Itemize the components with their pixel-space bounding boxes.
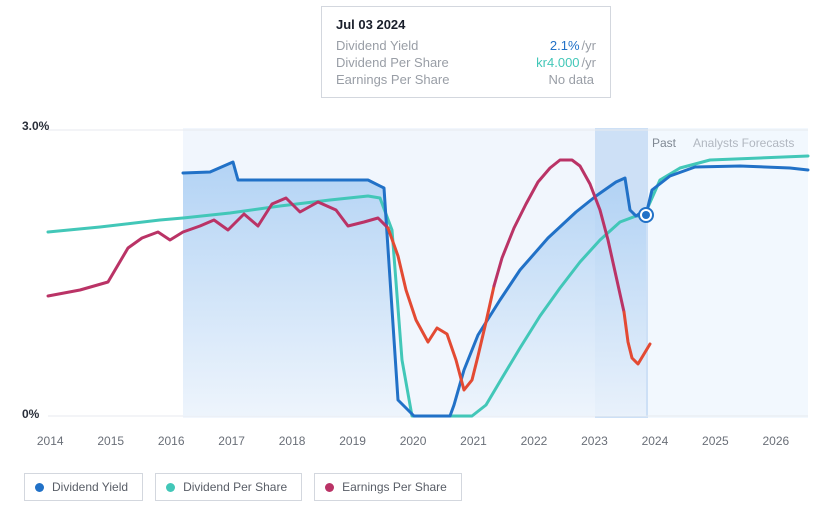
xaxis-tick-label: 2014 [20, 434, 80, 448]
xaxis-tick-label: 2019 [322, 434, 382, 448]
marker-inner [642, 211, 650, 219]
legend-dot [35, 483, 44, 492]
tooltip-row-label: Dividend Yield [336, 38, 550, 53]
tooltip-row-unit: /yr [582, 38, 596, 53]
legend-label: Dividend Yield [52, 480, 128, 494]
tooltip-row: Dividend Yield 2.1% /yr [336, 38, 596, 53]
legend-label: Dividend Per Share [183, 480, 287, 494]
legend-item[interactable]: Dividend Per Share [155, 473, 302, 501]
xaxis-tick-label: 2016 [141, 434, 201, 448]
region-label-forecast: Analysts Forecasts [693, 136, 794, 150]
xaxis: 2014201520162017201820192020202120222023… [20, 434, 806, 448]
legend-dot [325, 483, 334, 492]
xaxis-tick-label: 2022 [504, 434, 564, 448]
tooltip-row-value: 2.1% [550, 38, 580, 53]
legend-item[interactable]: Earnings Per Share [314, 473, 462, 501]
xaxis-tick-label: 2018 [262, 434, 322, 448]
tooltip-row-label: Dividend Per Share [336, 55, 536, 70]
xaxis-tick-label: 2024 [625, 434, 685, 448]
legend-dot [166, 483, 175, 492]
xaxis-tick-label: 2020 [383, 434, 443, 448]
xaxis-tick-label: 2015 [80, 434, 140, 448]
xaxis-tick-label: 2025 [685, 434, 745, 448]
tooltip-row: Dividend Per Share kr4.000 /yr [336, 55, 596, 70]
xaxis-tick-label: 2023 [564, 434, 624, 448]
tooltip: Jul 03 2024 Dividend Yield 2.1% /yr Divi… [321, 6, 611, 98]
region-label-past: Past [652, 136, 676, 150]
xaxis-tick-label: 2017 [201, 434, 261, 448]
xaxis-tick-label: 2026 [746, 434, 806, 448]
tooltip-row-value: kr4.000 [536, 55, 579, 70]
tooltip-row-label: Earnings Per Share [336, 72, 548, 87]
tooltip-row-value: No data [548, 72, 594, 87]
tooltip-row-unit: /yr [582, 55, 596, 70]
xaxis-tick-label: 2021 [443, 434, 503, 448]
tooltip-date: Jul 03 2024 [336, 17, 596, 32]
legend: Dividend Yield Dividend Per Share Earnings… [24, 473, 462, 501]
legend-label: Earnings Per Share [342, 480, 447, 494]
tooltip-row: Earnings Per Share No data [336, 72, 596, 87]
legend-item[interactable]: Dividend Yield [24, 473, 143, 501]
